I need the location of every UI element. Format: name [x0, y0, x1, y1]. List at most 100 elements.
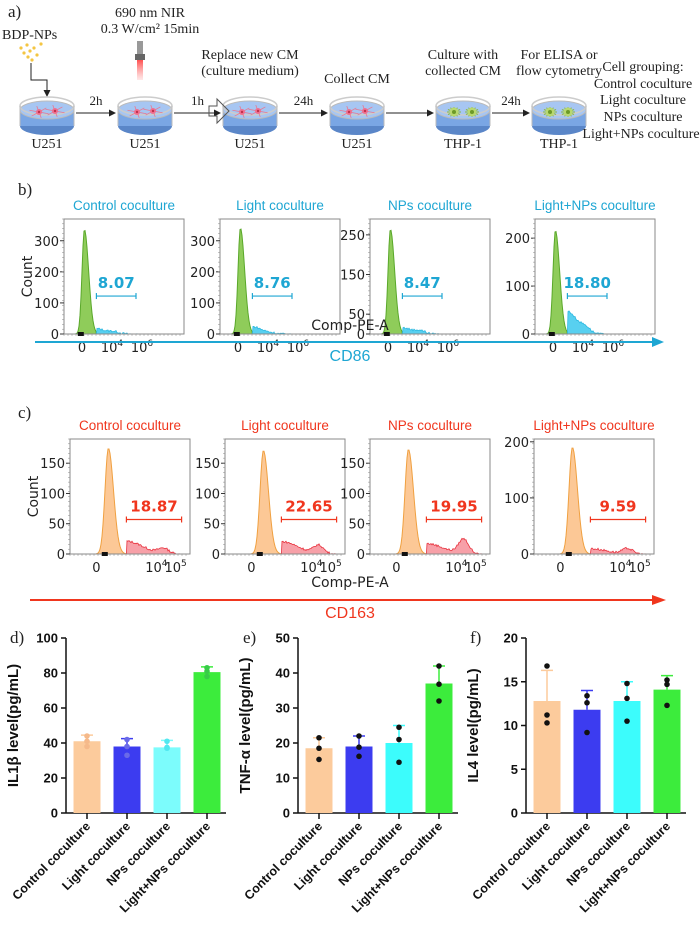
y-axis-label: IL4 level(pg/mL) — [465, 668, 482, 782]
u251-cell-icon — [339, 106, 359, 118]
data-point — [436, 698, 442, 704]
histogram-c2: Light coculture 0 50 100 150 0 104 105 22.65 — [185, 418, 365, 593]
step-description: collected CM — [425, 64, 501, 79]
y-tick-label: 100 — [504, 492, 529, 507]
bar[interactable] — [153, 747, 181, 813]
data-point — [164, 744, 170, 751]
histogram-b2: Light coculture 0 100 200 300 0 104 106 8.76 — [180, 198, 360, 373]
y-tick-label: 40 — [44, 736, 58, 751]
y-tick-label: 100 — [190, 297, 215, 312]
y-axis-label: TNF-α level(pg/mL) — [237, 658, 254, 794]
histogram-b4: Light+NPs coculture 0 100 200 0 104 106 18.80 — [495, 198, 675, 373]
x-tick-label: 105 — [628, 559, 650, 576]
histogram-positive-population — [125, 540, 191, 555]
bar[interactable] — [385, 743, 413, 813]
culture-dish-icon — [19, 96, 75, 135]
x-tick-label: 0 — [78, 341, 86, 356]
y-tick-label: 150 — [40, 457, 65, 472]
bar[interactable] — [533, 701, 561, 813]
culture-dish-icon — [329, 96, 385, 135]
y-tick-label: 15 — [504, 674, 518, 689]
cd86-x-axis-label: Comp-PE-A — [311, 318, 389, 334]
data-point — [664, 681, 670, 688]
y-tick-label: 20 — [276, 736, 290, 751]
workflow-diagram — [19, 41, 587, 135]
data-point — [624, 695, 630, 702]
x-tick-label: 0 — [234, 341, 242, 356]
bar[interactable] — [73, 741, 101, 813]
y-tick-label: 0 — [283, 806, 290, 821]
y-tick-label: 50 — [48, 518, 65, 533]
y-tick-label: 80 — [44, 666, 58, 681]
data-point — [84, 733, 90, 739]
data-point — [204, 668, 210, 675]
time-interval-label: 24h — [501, 93, 521, 108]
culture-dish-icon — [117, 96, 173, 135]
x-tick-label: 0 — [392, 561, 400, 576]
data-point — [584, 699, 590, 706]
gate-percentage: 22.65 — [285, 498, 332, 516]
data-point — [124, 736, 130, 743]
gate-percentage: 19.95 — [430, 498, 477, 516]
culture-dish-icon — [435, 96, 491, 135]
bar[interactable] — [613, 701, 641, 813]
thp1-cell-icon — [543, 107, 557, 117]
nanoparticles-icon — [19, 42, 43, 62]
x-tick-label: 105 — [164, 559, 186, 576]
y-tick-label: 0 — [357, 548, 365, 563]
histogram-main-population — [370, 449, 429, 555]
u251-cell-icon — [29, 106, 49, 118]
plot-frame — [69, 438, 191, 555]
y-tick-label: 0 — [522, 328, 530, 343]
histogram-title: Light coculture — [236, 198, 324, 213]
histogram-b3: NPs coculture 0 50 150 250 0 104 106 8.47 — [330, 198, 510, 373]
gate-percentage: 8.47 — [404, 274, 441, 292]
gate-percentage: 18.87 — [130, 498, 177, 516]
add-nps-arrow — [30, 63, 51, 97]
data-point — [124, 743, 130, 750]
y-tick-label: 200 — [190, 266, 215, 281]
data-point — [396, 736, 402, 743]
y-tick-label: 30 — [276, 701, 290, 716]
u251-cell-icon — [45, 105, 65, 117]
x-tick-label: 0 — [247, 561, 255, 576]
zero-marker — [548, 332, 555, 336]
bar[interactable] — [193, 672, 221, 813]
data-point — [436, 663, 442, 669]
y-tick-label: 100 — [34, 297, 59, 312]
panel-d-label: d) — [10, 628, 25, 647]
y-tick-label: 50 — [348, 308, 365, 323]
y-tick-label: 50 — [203, 518, 220, 533]
y-tick-label: 250 — [340, 229, 365, 244]
panel-e-label: e) — [243, 628, 257, 647]
time-interval-label: 24h — [293, 93, 314, 108]
data-point — [124, 752, 130, 759]
zero-marker — [256, 552, 263, 556]
thp1-cell-icon — [447, 107, 461, 117]
y-tick-label: 100 — [340, 487, 365, 502]
histogram-main-population — [534, 447, 593, 555]
gate-percentage: 18.80 — [563, 274, 610, 292]
data-point — [84, 743, 90, 750]
gate-percentage: 9.59 — [599, 498, 636, 516]
data-point — [356, 744, 362, 750]
y-tick-label: 100 — [36, 631, 58, 646]
y-tick-label: 200 — [34, 266, 59, 281]
cd163-arrow — [30, 595, 666, 605]
cd86-arrow — [35, 337, 664, 347]
u251-cell-icon — [355, 105, 375, 117]
data-point — [316, 756, 322, 763]
time-interval-label: 2h — [89, 93, 103, 108]
bar[interactable] — [425, 683, 453, 814]
y-tick-label: 100 — [195, 487, 220, 502]
x-tick-label: 105 — [464, 559, 486, 576]
bar[interactable] — [573, 709, 601, 813]
data-point — [204, 673, 210, 680]
y-tick-label: 0 — [521, 548, 529, 563]
bar[interactable] — [653, 689, 681, 813]
x-tick-label: 0 — [549, 341, 557, 356]
zero-marker — [401, 552, 408, 556]
y-tick-label: 50 — [276, 631, 290, 646]
y-tick-label: 10 — [504, 718, 518, 733]
